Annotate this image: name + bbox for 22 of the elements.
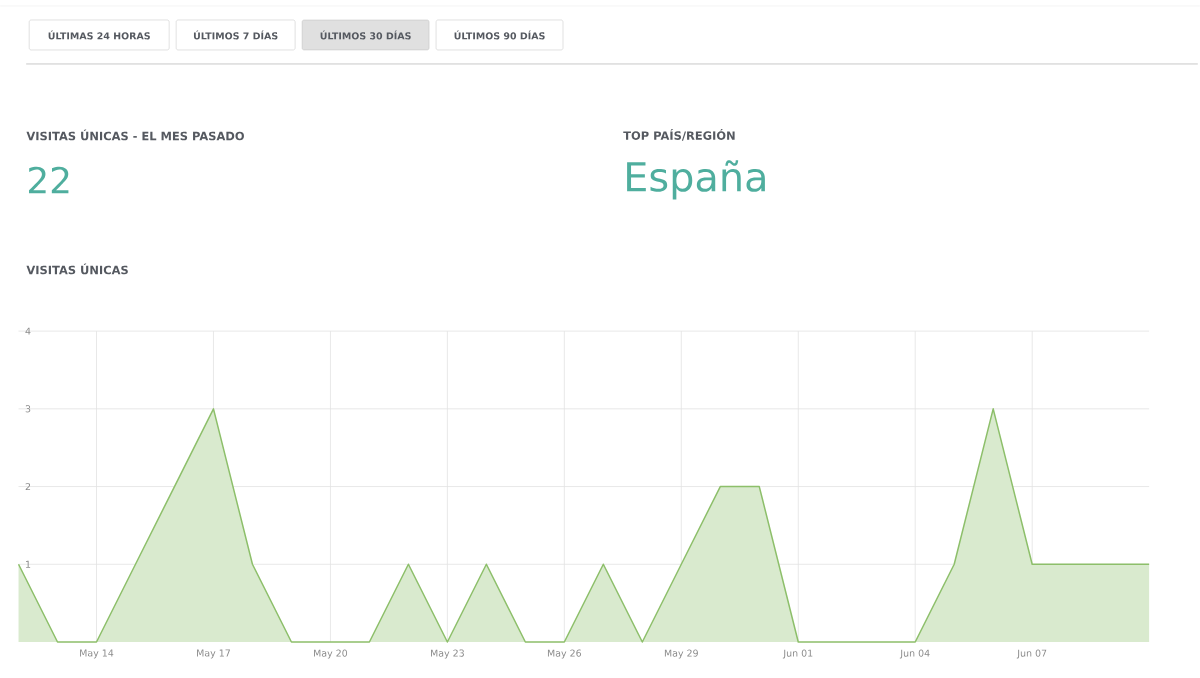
chart-title: VISITAS ÚNICAS: [26, 263, 128, 275]
text: 22: [29, 166, 69, 194]
text: ÚLTIMOS 30 DÍAS: [320, 30, 411, 40]
text: ÚLTIMOS 90 DÍAS: [454, 30, 545, 40]
text: ÚLTIMOS 7 DÍAS: [193, 30, 278, 40]
x-tick-label: May 14: [80, 649, 114, 659]
y-tick-label: 3: [25, 405, 31, 413]
text: España: [627, 160, 765, 200]
x-tick-label: Jun 04: [899, 649, 930, 659]
text: ÚLTIMAS 24 HORAS: [48, 30, 150, 40]
text: VISITAS ÚNICAS - EL MES PASADO: [26, 129, 244, 141]
x-tick-label: May 29: [664, 649, 698, 659]
x-tick-label: Jun 07: [1016, 649, 1047, 659]
x-tick-label: May 20: [314, 649, 348, 659]
y-tick-label: 1: [26, 560, 31, 568]
x-tick-label: Jun 01: [782, 649, 813, 659]
x-tick-label: May 17: [197, 649, 230, 659]
x-tick-label: May 23: [431, 649, 464, 659]
y-tick-label: 2: [25, 483, 31, 491]
x-tick-label: May 26: [547, 649, 582, 659]
text: TOP PAÍS/REGIÓN: [623, 129, 735, 141]
y-tick-label: 4: [25, 327, 31, 335]
